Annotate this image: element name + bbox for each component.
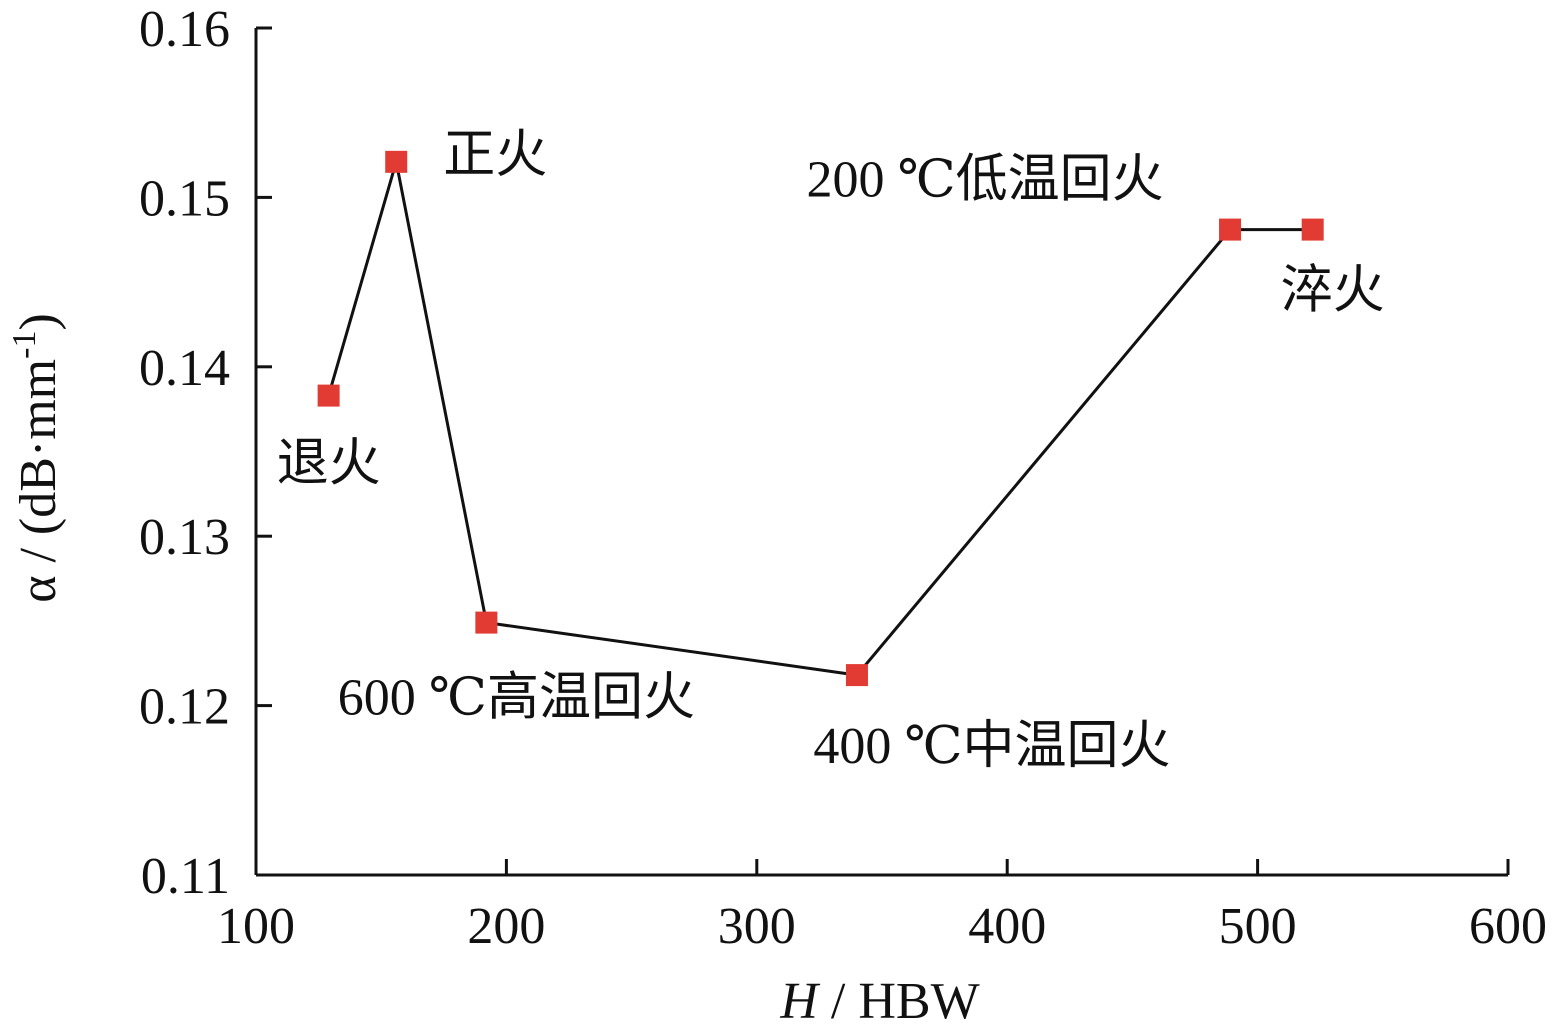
point-label: 200 ℃低温回火 [806, 152, 1163, 209]
data-point [385, 150, 408, 173]
data-point [317, 384, 340, 407]
series-line [327, 161, 1313, 677]
x-tick-label: 100 [217, 898, 295, 955]
y-tick-label: 0.13 [139, 509, 230, 566]
series-line-group [327, 161, 1313, 677]
point-label: 600 ℃高温回火 [338, 670, 695, 727]
point-label: 退火 [277, 436, 381, 493]
axes [254, 28, 1508, 877]
y-tick-label: 0.11 [141, 848, 230, 905]
x-tick-label: 400 [968, 898, 1046, 955]
point-label: 400 ℃中温回火 [813, 718, 1170, 775]
x-tick-label: 600 [1469, 898, 1547, 955]
y-tick-label: 0.12 [139, 679, 230, 736]
data-points [317, 150, 1324, 687]
x-tick-label: 500 [1219, 898, 1297, 955]
data-point [475, 611, 498, 634]
data-point [1301, 218, 1324, 241]
x-axis-title: H / HBW [779, 973, 979, 1029]
y-axis-title: α / (dB·mm-1) [6, 313, 67, 603]
point-label: 正火 [443, 127, 547, 184]
point-label: 淬火 [1281, 263, 1385, 320]
x-tick-label: 200 [467, 898, 545, 955]
data-point [1219, 218, 1242, 241]
x-ticks: 100 200 300 400 500 600 [217, 859, 1547, 955]
y-tick-label: 0.15 [139, 170, 230, 227]
y-ticks: 0.11 0.12 0.13 0.14 0.15 0.16 [139, 1, 272, 905]
y-tick-label: 0.16 [139, 1, 230, 58]
x-tick-label: 300 [718, 898, 796, 955]
y-tick-label: 0.14 [139, 340, 230, 397]
data-point [845, 664, 868, 687]
